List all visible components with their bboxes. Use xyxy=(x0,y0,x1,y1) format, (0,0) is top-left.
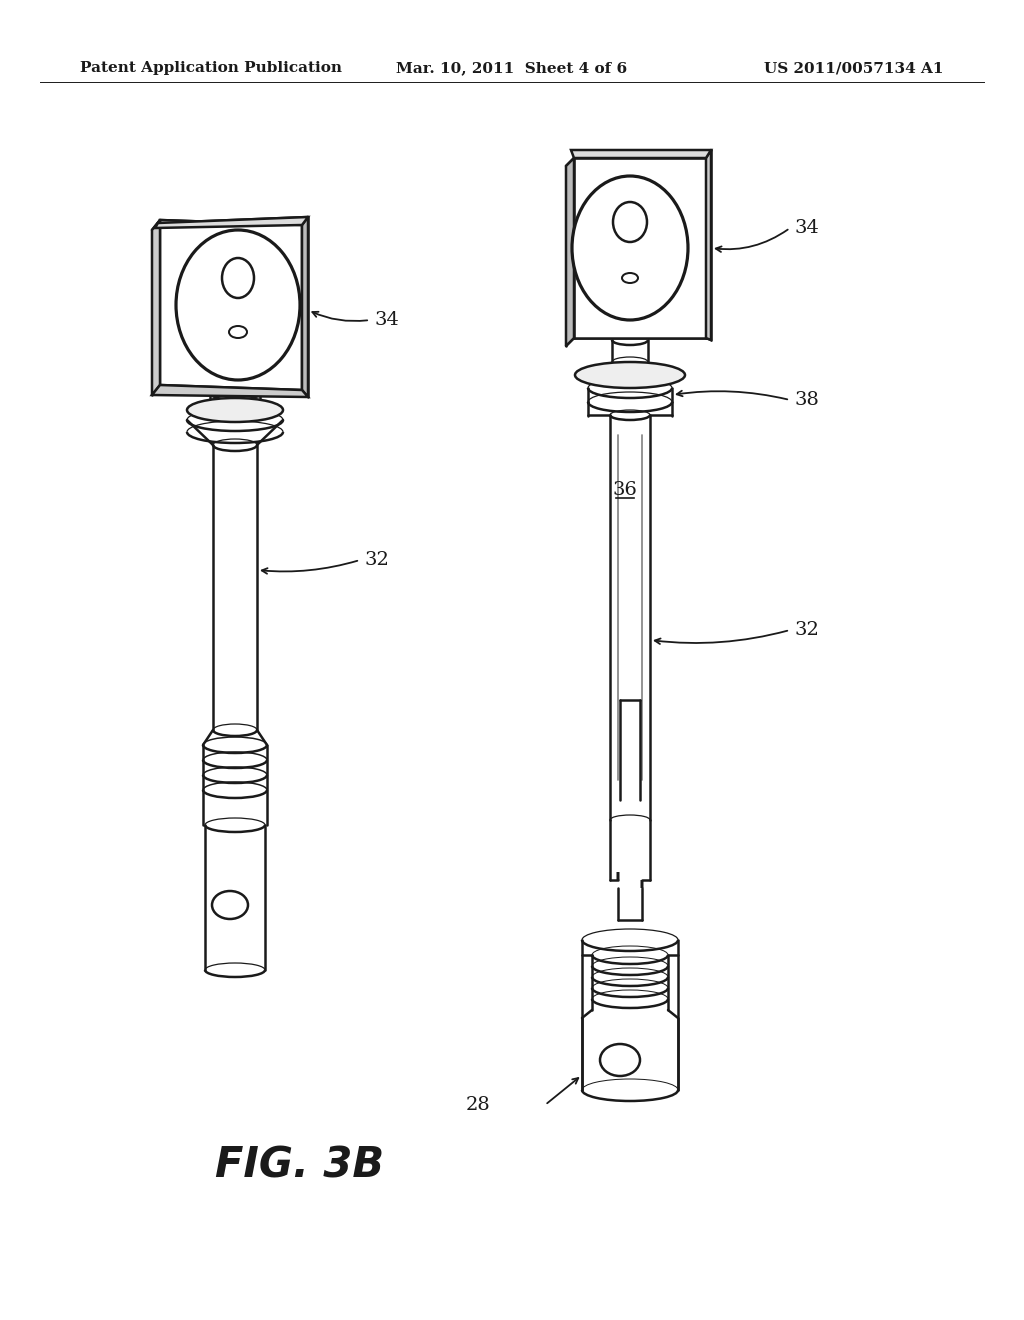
Polygon shape xyxy=(160,220,302,389)
Text: 34: 34 xyxy=(375,312,400,329)
Ellipse shape xyxy=(222,257,254,298)
Ellipse shape xyxy=(575,362,685,388)
Ellipse shape xyxy=(229,326,247,338)
Text: US 2011/0057134 A1: US 2011/0057134 A1 xyxy=(765,61,944,75)
Polygon shape xyxy=(574,158,706,338)
Text: 34: 34 xyxy=(795,219,820,238)
Polygon shape xyxy=(706,150,711,341)
Text: 36: 36 xyxy=(612,480,637,499)
Polygon shape xyxy=(155,216,308,228)
Ellipse shape xyxy=(572,176,688,319)
Ellipse shape xyxy=(613,202,647,242)
Polygon shape xyxy=(152,385,308,397)
Ellipse shape xyxy=(187,399,283,422)
Text: Mar. 10, 2011  Sheet 4 of 6: Mar. 10, 2011 Sheet 4 of 6 xyxy=(396,61,628,75)
Text: 38: 38 xyxy=(795,391,820,409)
Text: Patent Application Publication: Patent Application Publication xyxy=(80,61,342,75)
Ellipse shape xyxy=(176,230,300,380)
Text: 32: 32 xyxy=(795,620,820,639)
Text: FIG. 3B: FIG. 3B xyxy=(215,1144,385,1185)
Text: 28: 28 xyxy=(465,1096,490,1114)
Text: 32: 32 xyxy=(365,550,390,569)
Ellipse shape xyxy=(212,891,248,919)
Ellipse shape xyxy=(600,1044,640,1076)
Polygon shape xyxy=(571,150,711,158)
Polygon shape xyxy=(152,220,160,395)
Polygon shape xyxy=(566,158,574,346)
Polygon shape xyxy=(302,216,308,397)
Ellipse shape xyxy=(622,273,638,282)
